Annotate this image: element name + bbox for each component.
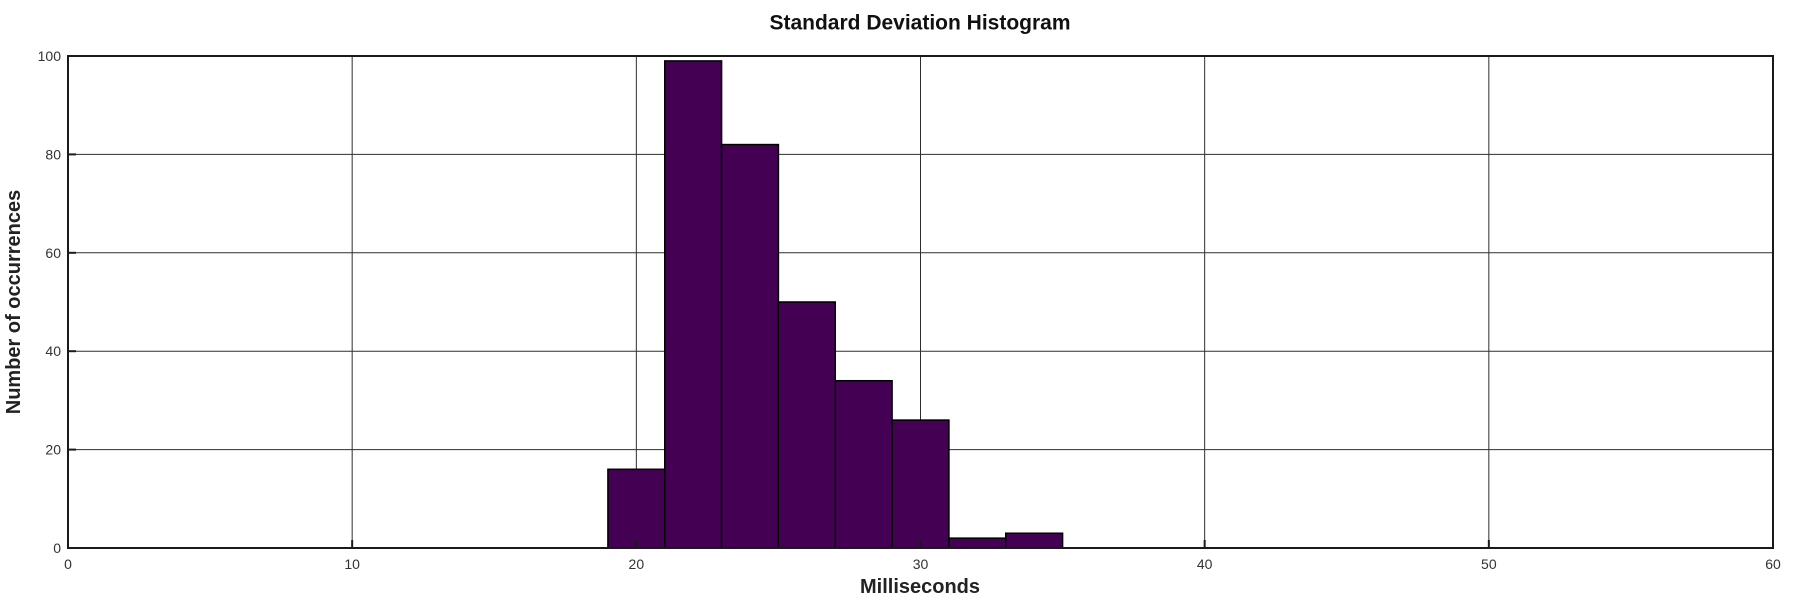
x-tick-label: 60 [1765, 556, 1781, 572]
y-tick-label: 40 [45, 343, 61, 359]
y-tick-label: 80 [45, 146, 61, 162]
y-axis-label: Number of occurrences [3, 190, 25, 415]
y-tick-label: 20 [45, 442, 61, 458]
x-axis-label: Milliseconds [860, 576, 980, 598]
histogram-bar [607, 468, 666, 549]
chart-title: Standard Deviation Histogram [769, 12, 1070, 35]
x-tick-label: 10 [344, 556, 360, 572]
histogram-bar [777, 301, 837, 549]
bars-layer [607, 60, 1064, 549]
histogram-bar [664, 60, 723, 549]
y-tick-label: 0 [53, 540, 61, 556]
plot-border-box [67, 55, 1774, 549]
histogram-bar [720, 143, 780, 549]
tick-labels-layer: 0 10 20 30 40 50 60 0 20 40 60 80 100 [38, 48, 1781, 572]
x-tick-label: 50 [1481, 556, 1497, 572]
x-tick-label: 0 [64, 556, 72, 572]
x-tick-label: 30 [913, 556, 929, 572]
x-tick-label: 40 [1197, 556, 1213, 572]
x-tick-label: 20 [629, 556, 645, 572]
histogram-bar [948, 537, 1007, 549]
histogram-bar [834, 379, 893, 549]
y-tick-label: 60 [45, 245, 61, 261]
histogram-bar [1005, 532, 1064, 549]
y-tick-label: 100 [38, 48, 62, 64]
histogram-bar [891, 419, 950, 549]
